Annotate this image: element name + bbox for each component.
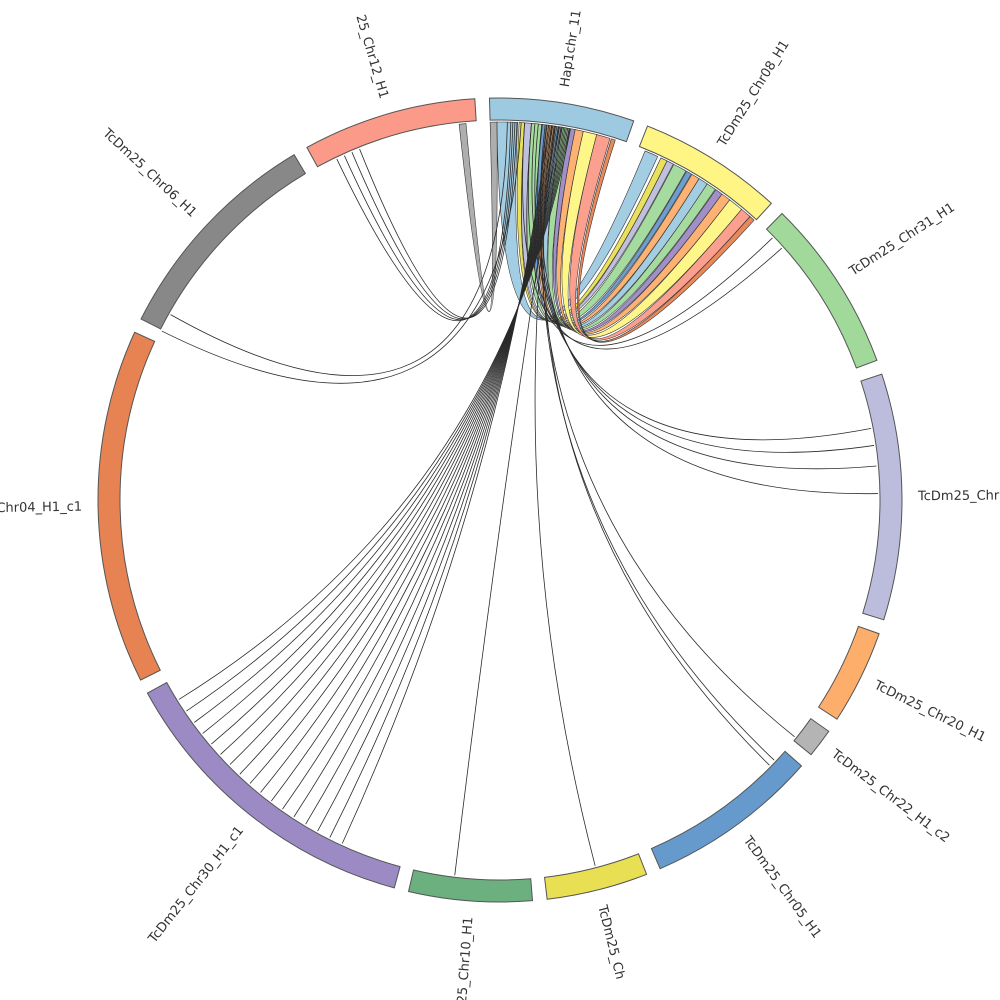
label-tcdm25-chr05-h1: TcDm25_Chr05_H1 xyxy=(739,833,824,942)
ribbon-13 xyxy=(577,138,755,343)
link-0 xyxy=(336,122,512,321)
segment-tcdm25-chr31-h1 xyxy=(765,212,878,369)
segment-25-chr12-h1 xyxy=(306,98,477,168)
ribbon-7 xyxy=(543,125,708,329)
link-24 xyxy=(260,126,559,793)
link-23 xyxy=(271,126,558,802)
link-4 xyxy=(170,122,508,376)
chromosome-ring xyxy=(97,97,903,903)
segment-tcdm25-chr05-h1 xyxy=(650,750,803,870)
ribbon-12 xyxy=(569,134,751,341)
link-30 xyxy=(202,127,567,734)
link-33 xyxy=(178,128,571,700)
link-1 xyxy=(343,122,514,320)
label-25-chr12-h1: 25_Chr12_H1 xyxy=(352,13,391,101)
label-tcdm25-ch: TcDm25_Ch xyxy=(594,903,627,981)
ribbon-10 xyxy=(556,129,731,335)
link-8 xyxy=(531,123,872,441)
segment-tcdm25-chr30-h1-c1 xyxy=(146,681,401,889)
ribbons-layer xyxy=(458,121,755,343)
segment-25-chr10-h1 xyxy=(407,869,534,903)
link-25 xyxy=(249,126,560,784)
label-tcdm25-chr20-h1: TcDm25_Chr20_H1 xyxy=(871,678,988,746)
segment-tcdm25-chr06-h1 xyxy=(140,154,307,330)
ribbon-1 xyxy=(496,121,659,321)
ribbon-0 xyxy=(458,121,498,312)
link-29 xyxy=(211,127,566,745)
link-6 xyxy=(522,122,773,346)
link-19 xyxy=(317,125,552,832)
link-21 xyxy=(293,125,555,818)
segment-tcdm25-chr20-h1 xyxy=(817,625,880,720)
links-layer xyxy=(161,122,878,876)
link-7 xyxy=(528,123,783,350)
ribbon-11 xyxy=(561,130,743,338)
label-tcdm25-chr22-h1-c2: TcDm25_Chr22_H1_c2 xyxy=(828,746,953,846)
link-2 xyxy=(351,122,516,320)
label-25-chr10-h1: 25_Chr10_H1 xyxy=(455,916,476,1000)
segment-tcdm25-chr22-h1-c2 xyxy=(793,717,830,756)
link-31 xyxy=(194,128,569,723)
link-18 xyxy=(329,125,551,838)
link-26 xyxy=(239,126,562,775)
link-28 xyxy=(220,127,565,755)
link-17 xyxy=(341,125,550,844)
label-tcdm25-chr30-h1-c1: TcDm25_Chr30_H1_c1 xyxy=(145,824,247,947)
segment-tcdm25-ch xyxy=(543,853,648,900)
label-tcdm25-chr08-h1: TcDm25_Chr08_H1 xyxy=(715,38,793,151)
segment-chr04-h1-c1 xyxy=(97,331,161,681)
segment-tcdm25-chr08-h1 xyxy=(638,125,773,221)
link-5 xyxy=(161,122,522,384)
segment-tcdm25-chr xyxy=(860,373,903,621)
link-22 xyxy=(282,126,556,810)
link-20 xyxy=(305,125,554,825)
label-tcdm25-chr31-h1: TcDm25_Chr31_H1 xyxy=(846,200,958,280)
label-hap1chr-11: Hap1chr_11 xyxy=(558,9,585,88)
link-27 xyxy=(229,127,563,765)
label-tcdm25-chr: TcDm25_Chr xyxy=(917,489,1000,505)
label-tcdm25-chr06-h1: TcDm25_Chr06_H1 xyxy=(99,125,199,220)
link-32 xyxy=(186,128,570,712)
label-chr04-h1-c1: Chr04_H1_c1 xyxy=(0,500,82,516)
segment-hap1chr-11 xyxy=(488,97,635,143)
